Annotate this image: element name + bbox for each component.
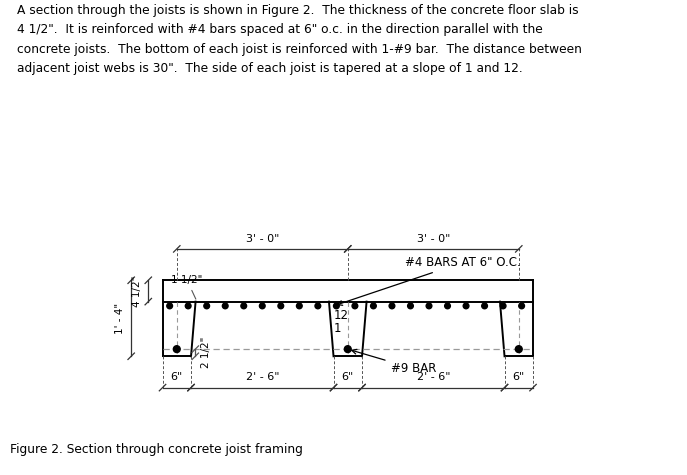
Text: 6": 6": [170, 372, 183, 382]
Text: 3' - 0": 3' - 0": [245, 234, 279, 244]
Text: #4 BARS AT 6" O.C.: #4 BARS AT 6" O.C.: [337, 256, 521, 305]
Text: 6": 6": [513, 372, 525, 382]
Text: #9 BAR: #9 BAR: [352, 350, 436, 375]
Circle shape: [223, 303, 228, 309]
Circle shape: [426, 303, 432, 309]
Text: A section through the joists is shown in Figure 2.  The thickness of the concret: A section through the joists is shown in…: [17, 4, 582, 76]
Text: 12: 12: [333, 309, 348, 322]
Text: 1 1/2": 1 1/2": [171, 275, 203, 299]
Circle shape: [297, 303, 302, 309]
Circle shape: [315, 303, 321, 309]
Text: 2' - 6": 2' - 6": [416, 372, 450, 382]
Circle shape: [241, 303, 247, 309]
Circle shape: [515, 346, 522, 352]
Circle shape: [519, 303, 524, 309]
Text: 1: 1: [333, 322, 341, 334]
Circle shape: [370, 303, 376, 309]
Circle shape: [407, 303, 414, 309]
Circle shape: [500, 303, 506, 309]
Circle shape: [463, 303, 469, 309]
Circle shape: [482, 303, 487, 309]
Circle shape: [352, 303, 358, 309]
Text: 1' - 4": 1' - 4": [115, 303, 125, 334]
Circle shape: [185, 303, 191, 309]
Text: 2 1/2": 2 1/2": [201, 337, 211, 369]
Text: 2' - 6": 2' - 6": [245, 372, 279, 382]
Text: 6": 6": [341, 372, 354, 382]
Circle shape: [260, 303, 265, 309]
Text: 3' - 0": 3' - 0": [416, 234, 450, 244]
Circle shape: [344, 346, 351, 352]
Circle shape: [167, 303, 172, 309]
Circle shape: [204, 303, 210, 309]
Circle shape: [173, 346, 180, 352]
Text: 4 1/2": 4 1/2": [133, 275, 142, 307]
Circle shape: [389, 303, 395, 309]
Text: Figure 2. Section through concrete joist framing: Figure 2. Section through concrete joist…: [10, 443, 303, 456]
Circle shape: [444, 303, 451, 309]
Circle shape: [333, 303, 339, 309]
Circle shape: [278, 303, 284, 309]
